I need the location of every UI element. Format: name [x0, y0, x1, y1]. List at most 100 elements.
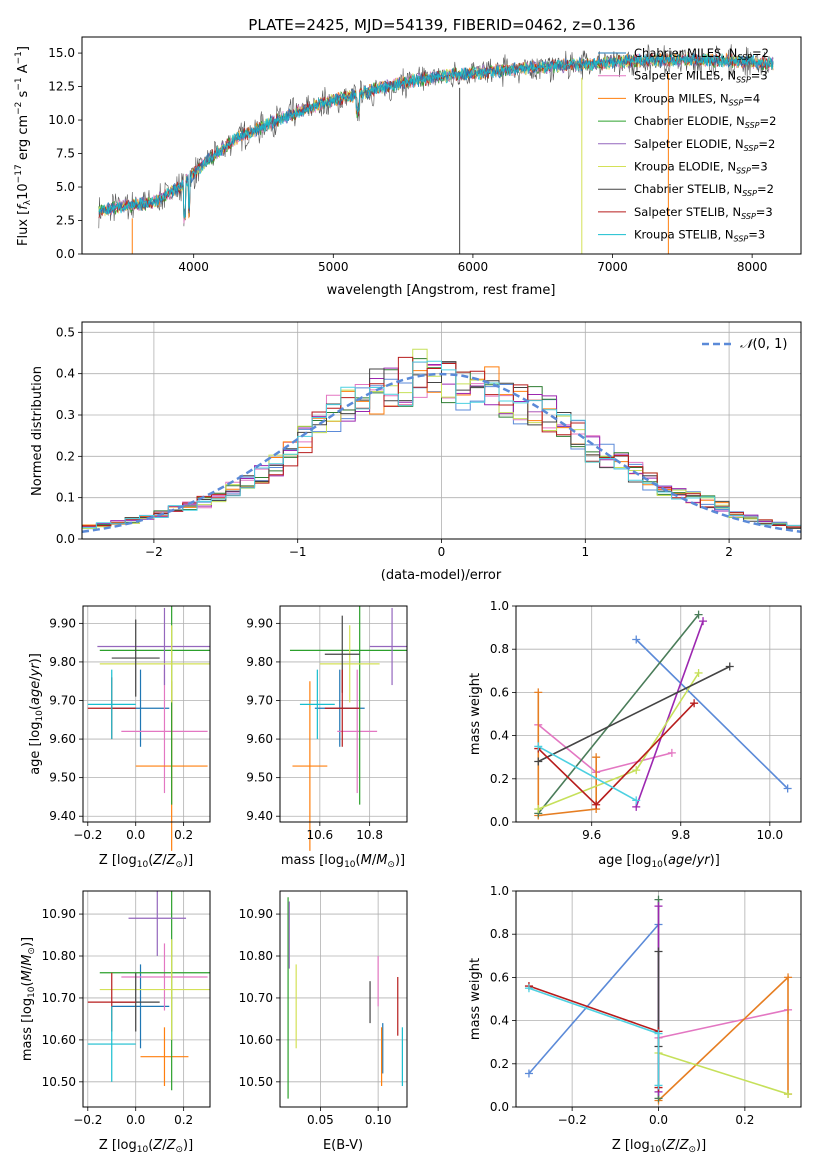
y-tick-label: 10.60	[239, 1033, 273, 1047]
x-tick-label: 10.6	[306, 828, 333, 842]
weight-line-chabrier_stelib	[537, 665, 731, 763]
y-tick-label: 10.70	[239, 991, 273, 1005]
weight-marker-kroupa_elodie	[694, 668, 703, 677]
x-tick-label: 1	[581, 545, 589, 559]
weight-line-kroupa_miles	[537, 692, 598, 817]
mass-vs-ebv-panel: 0.05 0.10 10.50 10.60 10.70 10.80 10.90 E(B-V)	[239, 890, 408, 1153]
x-tick-label: 0	[438, 545, 446, 559]
weight-marker-chabrier_miles	[632, 635, 641, 644]
legend-label-chabrier_miles: Chabrier MILES, NSSP=2	[634, 46, 769, 62]
weight-line-chabrier_miles	[635, 638, 789, 790]
mass-weight-vs-age-panel: 9.6 9.8 10.0 0.0 0.2 0.4 0.6 0.8 1.0 age [log10(…	[468, 599, 802, 870]
y-tick-label: 0.8	[490, 927, 509, 941]
weight-line-salpeter_elodie	[635, 620, 704, 808]
x-tick-label: 7000	[597, 260, 628, 274]
x-tick-label: 0.0	[649, 1113, 668, 1127]
x-tick-label: 10.8	[356, 828, 383, 842]
spectrum-legend: Chabrier MILES, NSSP=2 Salpeter MILES, NS…	[598, 46, 776, 244]
x-tick-label: 0.2	[174, 828, 193, 842]
y-tick-label: 0.4	[490, 729, 509, 743]
x-tick-label: 8000	[737, 260, 768, 274]
x-tick-label: −0.2	[558, 1113, 587, 1127]
x-tick-label: 9.8	[671, 828, 690, 842]
weight-marker-salpeter_miles	[667, 748, 676, 757]
residual-hist-chabrier_stelib	[82, 361, 801, 529]
figure-title: PLATE=2425, MJD=54139, FIBERID=0462, z=0…	[248, 16, 635, 34]
y-tick-label: 10.50	[42, 1075, 76, 1089]
mass-weight-vs-age-xlabel: age [log10(age/yr)]	[598, 853, 720, 870]
weight-marker-kroupa_stelib	[534, 742, 543, 751]
x-tick-label: 2	[725, 545, 733, 559]
y-tick-label: 0.0	[490, 1100, 509, 1114]
x-tick-label: 4000	[178, 260, 209, 274]
y-tick-label: 2.5	[56, 214, 75, 228]
x-tick-label: 0.2	[735, 1113, 754, 1127]
y-tick-label: 0.2	[490, 1057, 509, 1071]
y-tick-label: 0.6	[490, 685, 509, 699]
weight-marker-kroupa_miles	[534, 688, 543, 697]
gaussian-curve	[81, 372, 802, 534]
y-tick-label: 9.60	[246, 732, 273, 746]
y-tick-label: 15.0	[48, 46, 75, 60]
mass-weight-vs-Z-ylabel: mass weight	[468, 958, 483, 1040]
y-tick-label: 7.5	[56, 147, 75, 161]
y-tick-label: 9.90	[246, 616, 273, 630]
weight-line-chabrier_elodie	[537, 614, 700, 814]
weight-marker-chabrier_miles	[524, 1069, 533, 1078]
weight-marker-salpeter_stelib	[690, 699, 699, 708]
weight-marker-kroupa_stelib	[524, 984, 533, 993]
legend-label-chabrier_elodie: Chabrier ELODIE, NSSP=2	[634, 114, 776, 130]
y-tick-label: 10.80	[42, 949, 76, 963]
y-tick-label: 0.0	[56, 247, 75, 261]
residual-hist-kroupa_stelib	[82, 360, 801, 529]
y-tick-label: 10.70	[42, 991, 76, 1005]
y-tick-label: 0.2	[56, 449, 75, 463]
mass-vs-Z-xlabel: Z [log10(Z/Z⊙)]	[99, 1138, 193, 1155]
x-tick-label: −1	[289, 545, 307, 559]
residuals-panel: −2 −1 0 1 2 0.0 0.1 0.2 0.3 0.4 0.5 (data-model)/e…	[30, 321, 802, 583]
x-tick-label: 0.0	[126, 828, 145, 842]
weight-marker-chabrier_miles	[783, 784, 792, 793]
x-tick-label: 0.2	[174, 1113, 193, 1127]
weight-marker-salpeter_elodie	[699, 617, 708, 626]
age-vs-mass-panel: 10.6 10.8 9.40 9.50 9.60 9.70 9.80 9.90 mass [l…	[246, 605, 408, 870]
spectrum-line-chabrier_miles	[98, 52, 774, 218]
x-tick-label: 10.0	[756, 828, 783, 842]
weight-line-kroupa_elodie	[658, 1052, 789, 1095]
y-tick-label: 0.0	[56, 532, 75, 546]
x-tick-label: −2	[145, 545, 163, 559]
spectrum-line-kroupa_stelib	[98, 53, 774, 220]
y-tick-label: 0.5	[56, 325, 75, 339]
y-tick-label: 0.8	[490, 642, 509, 656]
y-tick-label: 10.0	[48, 113, 75, 127]
weight-marker-kroupa_miles	[592, 753, 601, 762]
x-tick-label: 0.05	[307, 1113, 334, 1127]
y-tick-label: 9.80	[246, 655, 273, 669]
weight-marker-chabrier_stelib	[534, 757, 543, 766]
y-tick-label: 5.0	[56, 180, 75, 194]
x-tick-label: −0.2	[73, 828, 102, 842]
weight-marker-chabrier_stelib	[725, 662, 734, 671]
y-tick-label: 10.50	[239, 1075, 273, 1089]
y-tick-label: 0.4	[56, 367, 75, 381]
mass-vs-ebv-xlabel: E(B-V)	[323, 1138, 363, 1153]
legend-label-kroupa_stelib: Kroupa STELIB, NSSP=3	[634, 228, 765, 244]
spectrum-ylabel: Flux [fλ10−17 erg cm−2 s−1 A−1]	[14, 46, 33, 246]
age-vs-Z-ylabel: age [log10(age/yr)]	[28, 653, 45, 775]
weight-marker-salpeter_stelib	[592, 800, 601, 809]
residuals-xlabel: (data-model)/error	[381, 568, 502, 583]
weight-marker-chabrier_stelib	[654, 947, 663, 956]
age-vs-Z-panel: −0.2 0.0 0.2 9.40 9.50 9.60 9.70 9.80 9.90 Z [lo…	[28, 605, 211, 870]
y-tick-label: 9.40	[49, 809, 76, 823]
spectrum-panel: 4000 5000 6000 7000 8000 0.0 2.5 5.0 7.5 10.0 12.5…	[14, 36, 802, 298]
x-tick-label: −0.2	[73, 1113, 102, 1127]
y-tick-label: 9.50	[246, 771, 273, 785]
weight-marker-kroupa_elodie	[534, 805, 543, 814]
spectrum-xlabel: wavelength [Angstrom, rest frame]	[327, 283, 556, 298]
mass-vs-Z-ylabel: mass [log10(M/M⊙)]	[20, 937, 37, 1061]
weight-marker-kroupa_elodie	[632, 766, 641, 775]
y-tick-label: 10.90	[239, 907, 273, 921]
y-tick-label: 9.80	[49, 655, 76, 669]
y-tick-label: 0.6	[490, 970, 509, 984]
gaussian-legend-label: 𝒩(0, 1)	[740, 337, 787, 352]
